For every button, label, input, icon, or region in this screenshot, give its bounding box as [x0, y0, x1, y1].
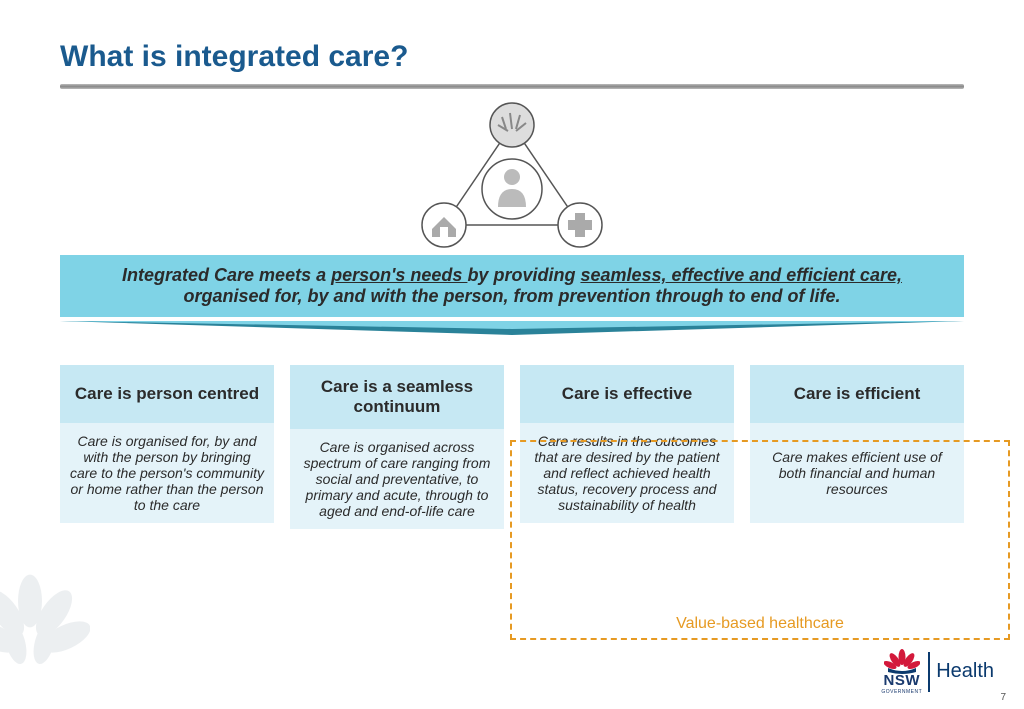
- health-text: Health: [936, 660, 994, 683]
- column-body: Care is organised across spectrum of car…: [290, 429, 504, 529]
- column-head: Care is a seamless continuum: [290, 365, 504, 429]
- nsw-text: NSW: [881, 672, 922, 689]
- definition-u1: person's needs: [331, 265, 467, 285]
- value-based-label: Value-based healthcare: [560, 615, 960, 633]
- column-head: Care is efficient: [750, 365, 964, 423]
- definition-u2: seamless, effective and efficient care,: [580, 265, 902, 285]
- column-body: Care makes efficient use of both financi…: [750, 423, 964, 523]
- triangle-diagram: [60, 99, 964, 249]
- columns-row: Care is person centred Care is organised…: [60, 365, 964, 529]
- title-divider: [60, 84, 964, 89]
- column-head: Care is effective: [520, 365, 734, 423]
- waratah-icon: [881, 648, 922, 674]
- arrow-svg: [60, 321, 964, 335]
- waratah-bg-icon: [0, 559, 90, 679]
- logo-divider: [928, 652, 930, 692]
- down-arrow-band: [60, 321, 964, 335]
- column-efficient: Care is efficient Care makes efficient u…: [750, 365, 964, 529]
- column-effective: Care is effective Care results in the ou…: [520, 365, 734, 529]
- nsw-gov-logo: NSW GOVERNMENT: [881, 648, 922, 695]
- nsw-sub: GOVERNMENT: [881, 689, 922, 695]
- definition-post: organised for, by and with the person, f…: [183, 286, 840, 306]
- page-title: What is integrated care?: [60, 40, 964, 74]
- definition-pre: Integrated Care meets a: [122, 265, 331, 285]
- column-person-centred: Care is person centred Care is organised…: [60, 365, 274, 529]
- column-body: Care results in the outcomes that are de…: [520, 423, 734, 523]
- diagram-svg: [402, 99, 622, 249]
- column-seamless: Care is a seamless continuum Care is org…: [290, 365, 504, 529]
- nsw-health-logo: NSW GOVERNMENT Health: [881, 648, 994, 695]
- slide: What is integrated care?: [0, 0, 1024, 709]
- column-head: Care is person centred: [60, 365, 274, 423]
- page-number: 7: [1000, 692, 1006, 703]
- definition-mid1: by providing: [467, 265, 580, 285]
- definition-band: Integrated Care meets a person's needs b…: [60, 255, 964, 317]
- column-body: Care is organised for, by and with the p…: [60, 423, 274, 523]
